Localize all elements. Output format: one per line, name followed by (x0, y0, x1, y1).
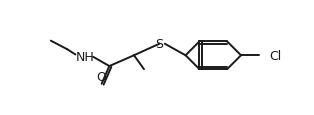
Text: O: O (97, 70, 106, 83)
Text: Cl: Cl (269, 49, 282, 62)
Text: S: S (155, 38, 163, 51)
Text: NH: NH (75, 50, 94, 63)
